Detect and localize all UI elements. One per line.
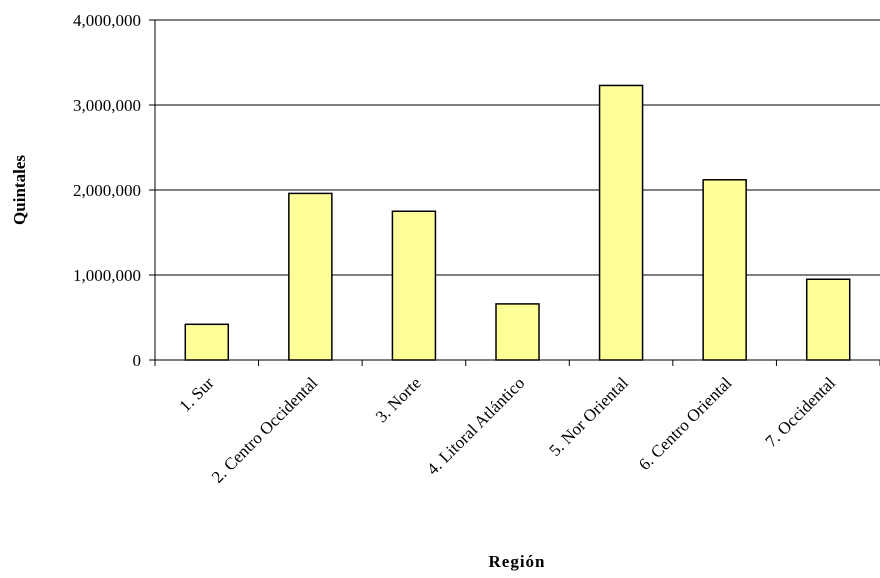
bar: [288, 192, 333, 361]
x-tick-label: 3. Norte: [372, 373, 425, 426]
x-tick-label: 5. Nor Oriental: [545, 373, 632, 460]
y-tick-label: 3,000,000: [73, 96, 141, 115]
bar: [495, 303, 540, 361]
bar: [391, 210, 437, 361]
x-tick-label: 6. Centro Oriental: [635, 373, 736, 474]
gridlines: [149, 19, 880, 366]
y-axis-title: Quintales: [10, 155, 29, 225]
x-tick-label: 7. Occidental: [762, 373, 840, 451]
bar: [702, 179, 747, 361]
x-tick-label: 4. Litoral Atlántico: [423, 373, 528, 478]
y-tick-labels: 0 1,000,000 2,000,000 3,000,000 4,000,000: [73, 11, 141, 370]
bars: [184, 84, 851, 361]
x-axis-title: Región: [489, 552, 546, 571]
axes: [154, 20, 880, 361]
y-tick-label: 2,000,000: [73, 181, 141, 200]
bar: [805, 278, 851, 361]
y-tick-label: 1,000,000: [73, 266, 141, 285]
x-tick-label: 2. Centro Occidental: [208, 373, 321, 486]
bar: [184, 323, 230, 361]
y-tick-label: 4,000,000: [73, 11, 141, 30]
y-tick-label: 0: [133, 351, 142, 370]
bar: [598, 84, 644, 361]
x-tick-label: 1. Sur: [175, 373, 217, 415]
